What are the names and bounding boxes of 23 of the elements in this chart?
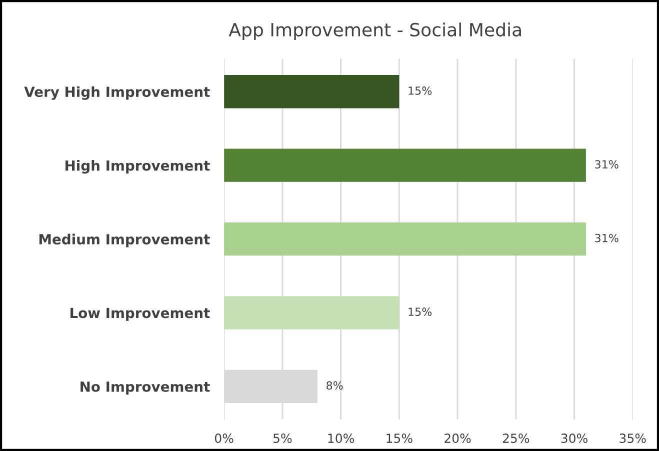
y-tick-label: High Improvement	[66, 160, 210, 174]
x-tick-label: 35%	[620, 434, 646, 443]
data-label: 8%	[326, 381, 343, 390]
y-tick-label: No Improvement	[80, 382, 210, 395]
bar	[224, 296, 400, 330]
data-label: 15%	[408, 86, 432, 95]
data-label: 15%	[408, 308, 432, 316]
x-tick-label: 20%	[444, 434, 471, 443]
x-tick-label: 25%	[502, 434, 530, 443]
x-tick-label: 30%	[561, 434, 588, 443]
bar	[224, 148, 586, 182]
x-tick-label: 10%	[328, 434, 354, 443]
data-label: 31%	[595, 234, 618, 242]
x-tick-label: 5%	[273, 434, 292, 443]
x-tick-label: 15%	[386, 434, 412, 443]
data-label: 31%	[595, 160, 618, 169]
y-tick-label: Low Improvement	[70, 308, 210, 321]
bar	[224, 75, 400, 108]
y-tick-label: Medium Improvement	[39, 234, 210, 248]
y-tick-label: Very High Improvement	[24, 86, 210, 100]
chart-title: App Improvement - Social Media	[228, 22, 521, 40]
bar	[224, 222, 586, 256]
x-tick-label: 0%	[214, 434, 234, 443]
